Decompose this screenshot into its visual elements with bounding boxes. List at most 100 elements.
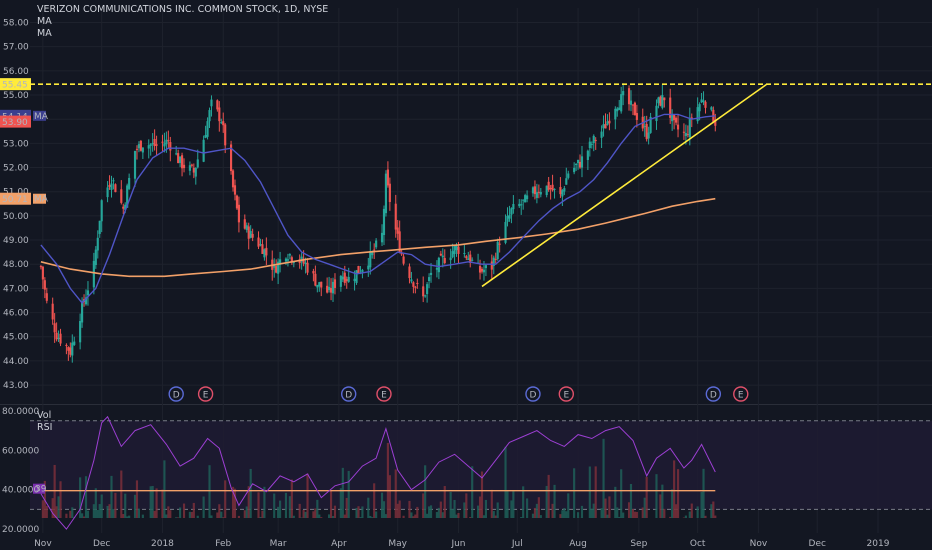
candle-body (606, 121, 609, 125)
volume-bar (565, 511, 568, 518)
volume-bar (659, 494, 662, 518)
volume-bar (494, 515, 497, 518)
volume-bar (79, 477, 82, 518)
volume-bar (290, 479, 293, 518)
price-tick-label: 47.00 (3, 284, 29, 294)
candle-body (539, 192, 542, 195)
candle-body (526, 195, 529, 200)
volume-bar (496, 502, 499, 518)
candle-body (371, 251, 374, 256)
candle-body (373, 249, 376, 251)
ma-marker (33, 110, 46, 121)
volume-bar (231, 486, 235, 518)
volume-bar (690, 503, 693, 518)
candle-body (533, 186, 537, 195)
volume-bar (155, 488, 158, 518)
volume-bar (110, 475, 113, 518)
candle-body (318, 282, 321, 287)
legend-ma-1[interactable]: MA (37, 16, 52, 27)
volume-bar (373, 483, 376, 518)
volume-bar (182, 503, 186, 518)
candle-body (702, 100, 705, 103)
time-tick-label: 2019 (867, 539, 890, 549)
candle-body (449, 257, 452, 261)
candle-body (345, 279, 348, 281)
volume-bar (339, 488, 342, 518)
volume-bar (41, 500, 44, 518)
candle-body (357, 266, 360, 274)
candle-body (261, 244, 264, 254)
price-tick-label: 57.00 (3, 43, 29, 53)
candle-body (312, 271, 315, 274)
lower-tick-label: 80.0000 (2, 407, 39, 417)
volume-bar (522, 486, 525, 518)
volume-bar (627, 502, 631, 518)
candle-body (175, 153, 178, 155)
candle-body (412, 282, 415, 287)
candle-body (600, 131, 603, 138)
volume-bar (576, 512, 580, 518)
price-tick-label: 49.00 (3, 236, 29, 246)
candle-body (249, 231, 252, 238)
candle-body (320, 281, 323, 288)
candle-body (73, 341, 76, 345)
volume-bar (482, 515, 486, 518)
volume-bar (394, 469, 397, 518)
candle-body (245, 225, 248, 230)
candle-body (218, 107, 221, 122)
candle-body (347, 276, 350, 282)
legend-rsi[interactable]: RSI (37, 422, 52, 433)
candle-body (67, 347, 70, 351)
candle-body (231, 170, 235, 188)
candle-body (59, 333, 62, 344)
volume-bar (614, 486, 617, 518)
candle-body (394, 203, 397, 230)
legend-vol[interactable]: Vol (37, 410, 51, 421)
candle-body (210, 99, 213, 107)
candle-body (673, 114, 676, 121)
candle-body (429, 272, 433, 275)
candle-body (586, 150, 589, 160)
event-circle (197, 386, 214, 402)
volume-bar (457, 512, 460, 518)
volume-bar (477, 505, 480, 518)
volume-bar (247, 486, 250, 518)
candle-body (696, 107, 699, 122)
volume-bar (408, 500, 411, 518)
time-tick-label: Jun (450, 539, 465, 549)
volume-bar (490, 489, 493, 518)
candle-body (182, 164, 186, 169)
candle-body (498, 243, 501, 245)
candle-body (471, 259, 474, 261)
lower-pane: 39 (30, 415, 932, 530)
volume-bar (71, 507, 74, 518)
legend-ma-2[interactable]: MA (37, 28, 52, 39)
candle-body (408, 266, 411, 279)
candle-body (620, 94, 623, 112)
candle-body (92, 260, 95, 288)
candle-body (316, 284, 319, 288)
candle-body (504, 221, 507, 243)
volume-bar (510, 500, 513, 518)
candle-body (682, 131, 686, 133)
candle-body (396, 227, 399, 234)
price-tick-label: 53.00 (3, 139, 29, 149)
volume-bar (222, 517, 225, 518)
candle-body (237, 204, 240, 223)
ma-marker-label: MA (34, 195, 49, 205)
volume-bar (208, 465, 211, 518)
volume-bar (606, 514, 609, 518)
candle-body (100, 200, 103, 222)
candle-body (39, 266, 42, 268)
candle-body (177, 153, 180, 164)
volume-bar (669, 516, 672, 518)
candle-body (455, 245, 458, 251)
event-label: E (381, 390, 387, 400)
dividend-event-icon: D (168, 386, 184, 402)
candle-body (684, 133, 687, 137)
candle-body (251, 233, 254, 238)
volume-bar (112, 509, 115, 518)
price-tick-label: 46.00 (3, 309, 29, 319)
